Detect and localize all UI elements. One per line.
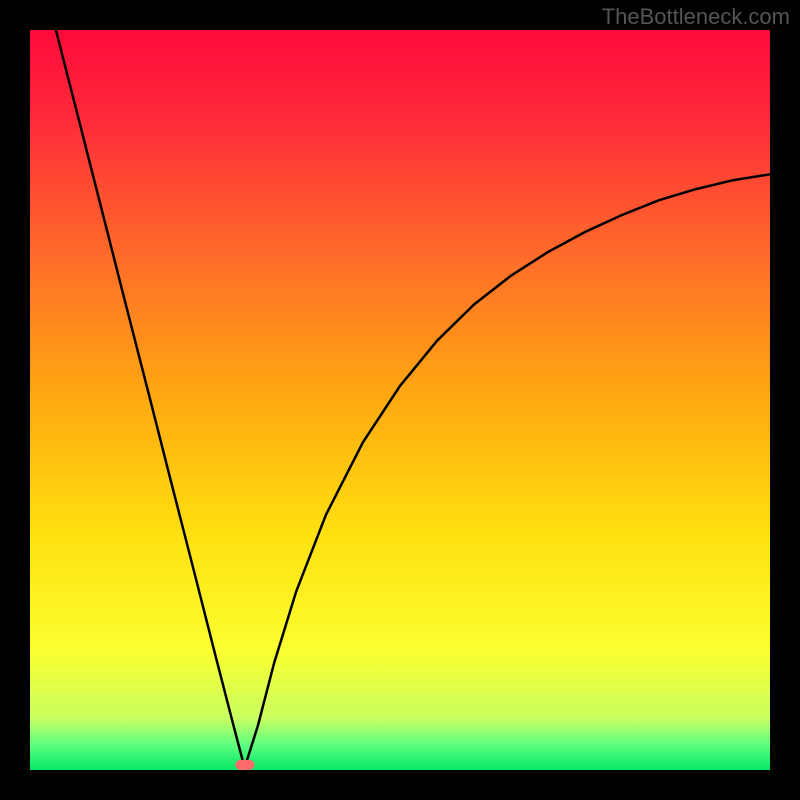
chart-container: TheBottleneck.com [0, 0, 800, 800]
bottleneck-curve [30, 30, 770, 770]
valley-marker [235, 760, 254, 770]
watermark-text: TheBottleneck.com [602, 4, 790, 30]
plot-area [30, 30, 770, 770]
